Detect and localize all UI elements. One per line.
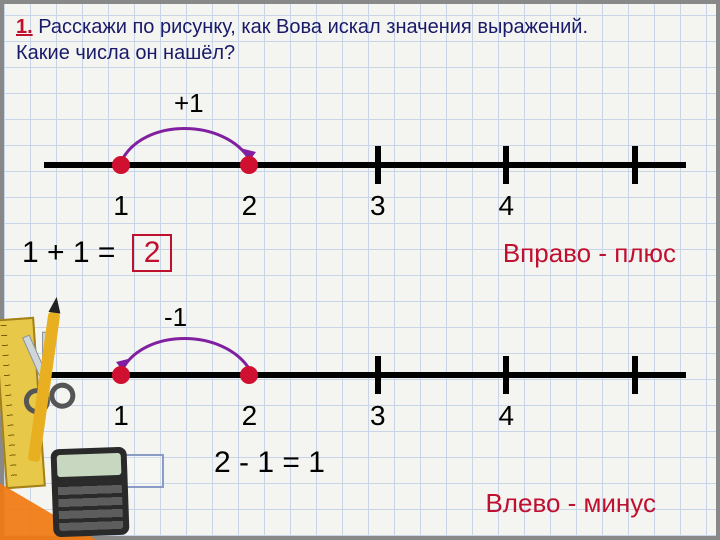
tick	[632, 356, 638, 394]
equation-1: 1 + 1 = 2	[22, 234, 172, 272]
worksheet-page: 1. Расскажи по рисунку, как Вова искал з…	[0, 0, 720, 540]
question-line1: Расскажи по рисунку, как Вова искал знач…	[38, 16, 588, 38]
question-line2: Какие числа он нашёл?	[16, 42, 235, 64]
dot-2b	[240, 366, 258, 384]
dot-1b	[240, 156, 258, 174]
tick	[503, 146, 509, 184]
tick	[375, 146, 381, 184]
tick-label: 2	[242, 400, 258, 432]
equation-1-answer-box: 2	[132, 234, 173, 272]
calculator-icon	[50, 447, 129, 538]
tick-label: 4	[498, 400, 514, 432]
stationery-illustration	[0, 312, 178, 540]
tick	[375, 356, 381, 394]
arc-plus	[44, 112, 686, 168]
tick-label: 4	[498, 190, 514, 222]
tick	[632, 146, 638, 184]
dot-1a	[112, 156, 130, 174]
question-text: 1. Расскажи по рисунку, как Вова искал з…	[16, 14, 704, 66]
tick-label: 1	[113, 190, 129, 222]
tick	[503, 356, 509, 394]
number-line-1: 1 2 3 4	[44, 134, 686, 214]
equation-1-lhs: 1 + 1 =	[22, 236, 115, 269]
equation-2: 2 - 1 = 1	[214, 446, 325, 480]
hint-right-plus: Вправо - плюс	[503, 238, 676, 269]
tick-label: 3	[370, 400, 386, 432]
tick-label: 2	[242, 190, 258, 222]
question-number: 1.	[16, 16, 33, 38]
tick-label: 3	[370, 190, 386, 222]
hint-left-minus: Влево - минус	[485, 488, 656, 519]
